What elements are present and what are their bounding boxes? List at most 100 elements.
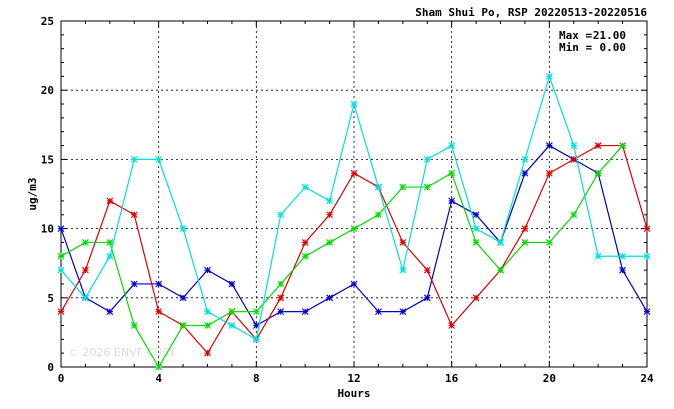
series-point-4	[130, 156, 138, 163]
y-tick-label: 10	[41, 223, 54, 236]
series-point-4	[619, 252, 626, 260]
series-point-4	[106, 252, 114, 260]
series-point-4	[57, 266, 65, 274]
series-point-2	[204, 349, 211, 357]
series-point-2	[326, 211, 333, 219]
series-point-3	[301, 252, 309, 260]
series-point-4	[326, 197, 333, 205]
series-point-2	[106, 197, 114, 205]
series-point-3	[545, 239, 553, 246]
axes: 0 4 8 12 16 20 24 0 5 10 15 20 25	[41, 15, 654, 385]
series-point-1	[619, 266, 626, 274]
watermark: © 2026 ENVF CUST	[68, 346, 176, 359]
series-point-2	[423, 266, 431, 274]
series-point-3	[155, 363, 163, 371]
series-point-4	[399, 266, 407, 274]
series-point-4	[423, 156, 431, 163]
min-label: Min =	[559, 41, 592, 54]
series-point-3	[350, 225, 358, 232]
series-point-4	[497, 239, 504, 246]
series-point-3	[619, 142, 626, 149]
series-point-3	[130, 322, 138, 329]
series-point-3	[570, 211, 578, 219]
series-point-2	[155, 308, 163, 316]
series-point-2	[57, 308, 65, 316]
y-tick-label: 5	[47, 292, 54, 305]
y-tick-label: 0	[47, 361, 54, 374]
series-point-2	[643, 225, 651, 232]
series-point-2	[472, 294, 480, 302]
x-tick-label: 24	[640, 372, 654, 385]
series-point-1	[277, 308, 285, 316]
x-axis-title: Hours	[337, 387, 370, 400]
series-point-1	[521, 169, 529, 177]
series-point-4	[594, 252, 602, 260]
series-point-4	[252, 335, 260, 343]
series-point-4	[375, 183, 382, 191]
x-tick-label: 0	[58, 372, 65, 385]
series-point-1	[326, 294, 333, 302]
series-point-1	[472, 211, 480, 219]
series-point-4	[82, 294, 89, 302]
series-point-4	[521, 156, 529, 163]
series-point-3	[106, 239, 114, 246]
series-point-3	[448, 169, 456, 177]
series-point-1	[57, 225, 65, 232]
series-point-2	[448, 322, 456, 329]
series-point-1	[106, 308, 114, 316]
series-point-2	[277, 294, 285, 302]
series-point-4	[448, 142, 456, 149]
series-point-3	[277, 280, 285, 288]
series-point-1	[375, 308, 382, 316]
series-point-1	[228, 280, 236, 288]
series-point-4	[301, 183, 309, 191]
series-point-1	[350, 280, 358, 288]
series-point-2	[82, 266, 89, 274]
series-point-3	[399, 183, 407, 191]
series-point-1	[399, 308, 407, 316]
series-group	[57, 72, 651, 371]
y-axis-title: ug/m3	[26, 177, 39, 210]
series-point-2	[594, 142, 602, 149]
chart-title: Sham Shui Po, RSP 20220513-20220516	[415, 6, 647, 19]
y-tick-label: 20	[41, 84, 54, 97]
series-line-3	[60, 145, 624, 369]
series-point-3	[228, 308, 236, 316]
series-point-4	[204, 308, 211, 316]
series-point-2	[350, 169, 358, 177]
series-point-3	[82, 239, 89, 246]
max-label: Max =	[559, 29, 592, 42]
max-value: 21.00	[593, 29, 626, 42]
y-tick-label: 25	[41, 15, 54, 28]
series-point-3	[204, 322, 211, 329]
y-tick-label: 15	[41, 153, 54, 166]
series-point-2	[399, 239, 407, 246]
series-point-1	[155, 280, 163, 288]
series-point-3	[252, 308, 260, 316]
series-point-3	[179, 322, 187, 329]
series-point-3	[497, 266, 504, 274]
min-value: 0.00	[600, 41, 627, 54]
series-point-4	[179, 225, 187, 232]
series-point-3	[423, 183, 431, 191]
series-point-4	[350, 100, 358, 108]
series-point-2	[130, 211, 138, 219]
series-point-3	[521, 239, 529, 246]
series-point-4	[545, 72, 553, 80]
series-point-1	[545, 142, 553, 149]
series-point-1	[643, 308, 651, 316]
x-tick-label: 16	[445, 372, 459, 385]
series-point-3	[472, 239, 480, 246]
series-point-2	[301, 239, 309, 246]
grid-lines	[61, 21, 647, 367]
x-tick-label: 4	[155, 372, 162, 385]
x-tick-label: 8	[253, 372, 260, 385]
series-point-1	[179, 294, 187, 302]
series-point-3	[594, 169, 602, 177]
series-point-1	[448, 197, 456, 205]
x-tick-label: 12	[347, 372, 360, 385]
series-point-3	[326, 239, 333, 246]
series-point-1	[204, 266, 211, 274]
series-point-1	[130, 280, 138, 288]
